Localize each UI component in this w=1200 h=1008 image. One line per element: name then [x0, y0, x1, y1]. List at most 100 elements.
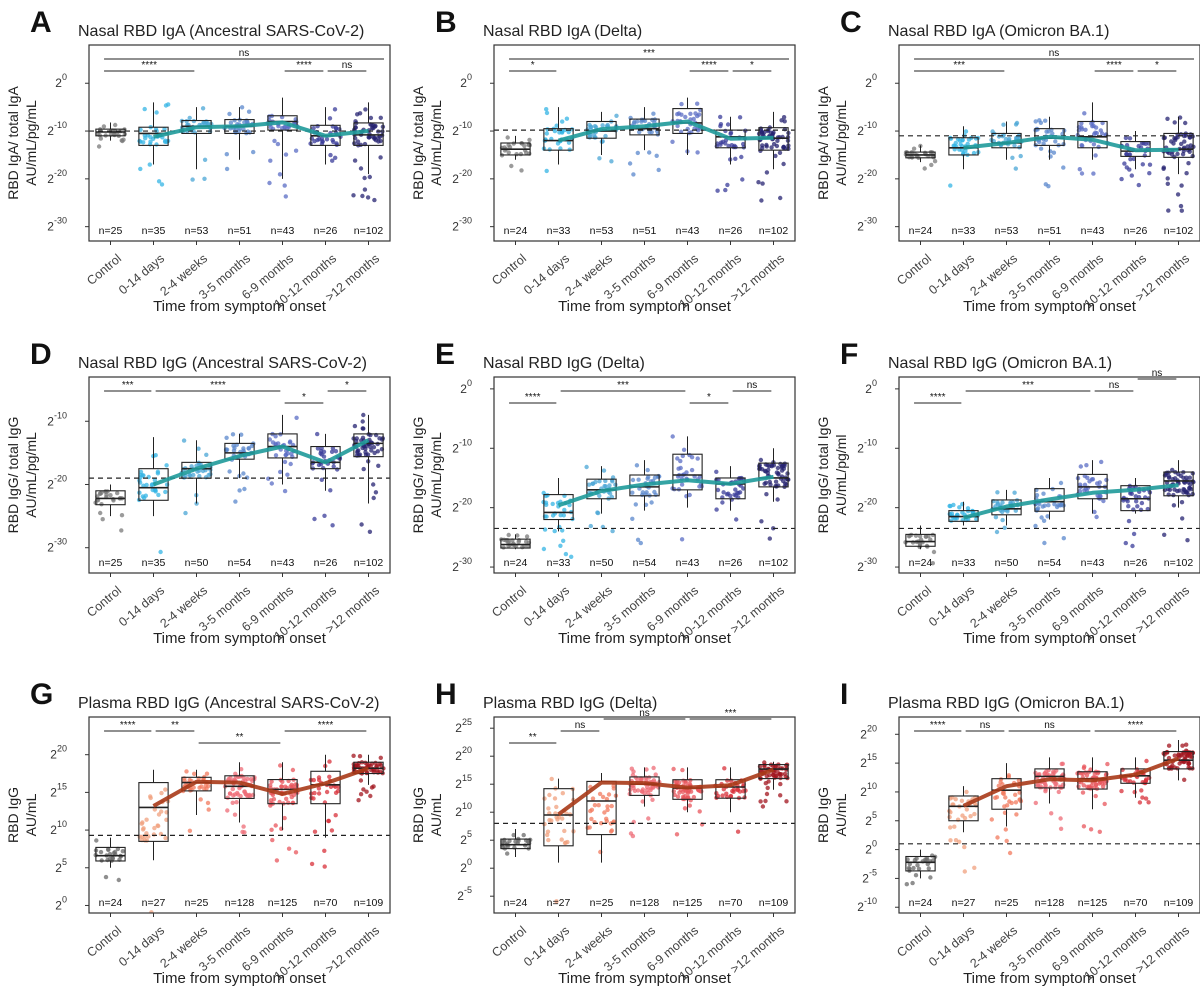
data-point [163, 835, 168, 841]
data-point [555, 817, 560, 822]
data-point [642, 118, 648, 124]
box-iqr [1077, 120, 1108, 149]
data-point [506, 532, 511, 538]
data-point [728, 130, 734, 135]
data-point [164, 817, 169, 822]
data-point [505, 539, 511, 545]
data-point [1081, 765, 1087, 771]
data-point [1000, 791, 1006, 796]
data-point [225, 795, 230, 800]
data-point [1013, 792, 1018, 797]
data-point [1007, 136, 1012, 142]
data-point [609, 494, 615, 500]
data-point [695, 113, 700, 119]
data-point [958, 142, 963, 147]
data-point [1104, 771, 1109, 777]
data-point [371, 445, 377, 450]
data-point [230, 800, 235, 805]
data-point [200, 106, 206, 111]
data-point [785, 471, 790, 476]
y-tick-exponent: -10 [864, 896, 877, 906]
data-point [156, 812, 162, 817]
data-point [562, 507, 567, 513]
y-tick-exponent: -10 [54, 410, 67, 420]
data-point [546, 806, 551, 811]
y-tick-label: 2-5 [862, 867, 877, 885]
data-point [356, 448, 361, 453]
data-point [224, 435, 229, 440]
data-point [283, 784, 288, 789]
data-point [964, 807, 969, 812]
data-point [241, 127, 246, 132]
data-point [596, 803, 601, 808]
data-point [115, 490, 120, 496]
significance-label: *** [643, 48, 655, 59]
data-point [1093, 782, 1099, 787]
y-tick-exponent: -10 [459, 437, 472, 447]
box-iqr [138, 782, 169, 842]
y-tick-label: 20 [865, 839, 877, 857]
x-tick-label: Control [894, 251, 934, 288]
data-point [610, 528, 615, 534]
data-point [960, 510, 965, 515]
sample-size-label: n=102 [354, 557, 384, 569]
data-point [1092, 771, 1098, 777]
data-point [191, 118, 197, 124]
data-point [368, 793, 373, 799]
sample-size-label: n=24 [504, 897, 528, 909]
sample-size-label: n=102 [354, 225, 384, 237]
data-point [691, 794, 697, 800]
data-point [1092, 509, 1097, 515]
panel-title: Nasal RBD IgG (Ancestral SARS-CoV-2) [78, 355, 367, 372]
data-point [1135, 504, 1140, 509]
data-point [148, 139, 153, 144]
data-point [360, 419, 365, 424]
data-point [1079, 121, 1084, 126]
trend-line [152, 438, 370, 487]
data-point [1094, 131, 1100, 136]
data-point [329, 449, 335, 454]
significance-label: **** [141, 60, 157, 71]
y-tick-label: 210 [455, 801, 472, 819]
data-point [286, 846, 292, 851]
data-point [315, 124, 320, 129]
data-point [1080, 143, 1085, 148]
y-tick-label: 20 [460, 72, 472, 90]
data-point [205, 800, 211, 806]
data-point [1081, 783, 1087, 788]
data-point [995, 500, 1000, 505]
data-point [1042, 503, 1047, 508]
box-iqr [991, 499, 1022, 516]
data-point [917, 534, 923, 539]
data-point [652, 475, 658, 480]
y-tick-exponent: -20 [54, 473, 67, 483]
plot-marks [899, 459, 1200, 566]
data-point [597, 791, 603, 797]
box-iqr [672, 453, 703, 491]
y-axis-unit: AU/mL/pg/mL [23, 100, 39, 186]
data-point [151, 832, 157, 837]
data-point [283, 194, 288, 199]
data-point [312, 829, 318, 834]
box-iqr [1163, 471, 1194, 497]
data-point [230, 432, 236, 437]
y-tick-exponent: -10 [864, 120, 877, 130]
sample-size-label: n=50 [185, 557, 209, 569]
data-point [1085, 475, 1090, 480]
data-point [764, 492, 769, 497]
y-tick-exponent: 0 [872, 72, 877, 82]
data-point [638, 540, 643, 546]
data-point [1165, 116, 1170, 122]
data-point [282, 815, 287, 821]
data-point [525, 839, 531, 844]
y-axis-label: RBD IgG [5, 787, 21, 843]
data-point [601, 468, 607, 473]
sample-size-label: n=43 [676, 557, 700, 569]
data-point [589, 816, 594, 822]
y-tick-exponent: 20 [867, 723, 877, 733]
data-point [763, 798, 768, 804]
sample-size-label: n=26 [1124, 557, 1148, 569]
data-point [268, 125, 273, 130]
data-point [288, 461, 293, 467]
sample-size-label: n=70 [1124, 897, 1148, 909]
